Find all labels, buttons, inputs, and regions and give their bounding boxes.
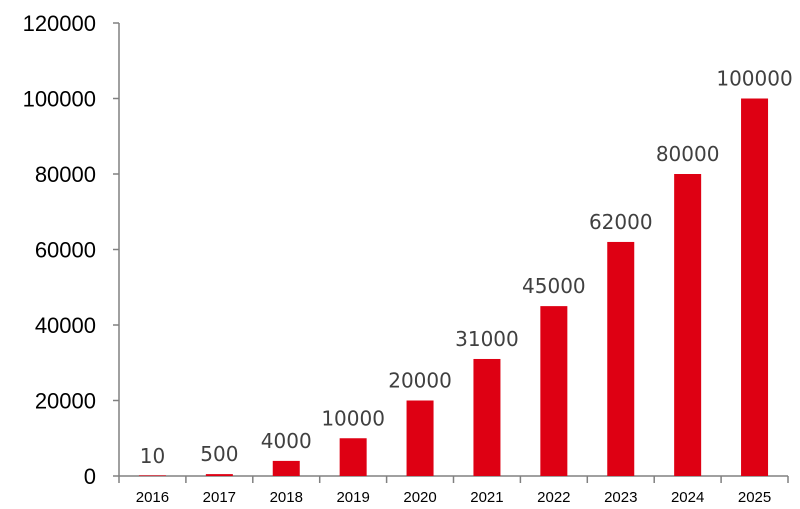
y-tick-label: 120000: [23, 11, 96, 36]
x-tick-label-2025: 2025: [738, 489, 771, 506]
bar-2019: [339, 438, 367, 476]
y-tick-label: 20000: [35, 389, 96, 414]
y-tick-label: 0: [84, 464, 96, 489]
x-tick-label-2023: 2023: [604, 489, 637, 506]
bar-2017: [205, 474, 233, 476]
bar-2018: [272, 460, 300, 476]
data-label-2023: 62000: [589, 210, 653, 234]
x-tick-label-2024: 2024: [671, 489, 704, 506]
data-label-2016: 10: [140, 444, 165, 468]
y-tick-label: 60000: [35, 238, 96, 263]
data-label-2025: 100000: [716, 67, 792, 91]
y-tick-label: 100000: [23, 87, 96, 112]
tick-label-group: 0 20000 40000 60000 80000 100000 120000 2016 201…: [23, 11, 772, 506]
bar-2024: [674, 174, 702, 476]
bar-2025: [741, 98, 769, 476]
bar-2022: [540, 306, 568, 476]
bar-2023: [607, 241, 635, 476]
bar-2020: [406, 400, 434, 476]
x-tick-label-2019: 2019: [336, 489, 369, 506]
x-tick-label-2016: 2016: [136, 489, 169, 506]
data-label-2019: 10000: [321, 406, 385, 430]
x-tick-label-2017: 2017: [203, 489, 236, 506]
bar-2016: [138, 475, 166, 476]
bar-series: [138, 98, 769, 476]
x-tick-label-2021: 2021: [470, 489, 503, 506]
data-label-2017: 500: [200, 442, 238, 466]
bar-2021: [473, 358, 501, 476]
data-label-2018: 4000: [261, 429, 312, 453]
x-tick-label-2020: 2020: [403, 489, 436, 506]
y-tick-label: 40000: [35, 313, 96, 338]
data-label-2022: 45000: [522, 274, 586, 298]
x-tick-label-2018: 2018: [270, 489, 303, 506]
data-label-2024: 80000: [656, 142, 720, 166]
y-tick-label: 80000: [35, 162, 96, 187]
data-label-2020: 20000: [388, 369, 452, 393]
x-tick-label-2022: 2022: [537, 489, 570, 506]
data-label-2021: 31000: [455, 327, 519, 351]
